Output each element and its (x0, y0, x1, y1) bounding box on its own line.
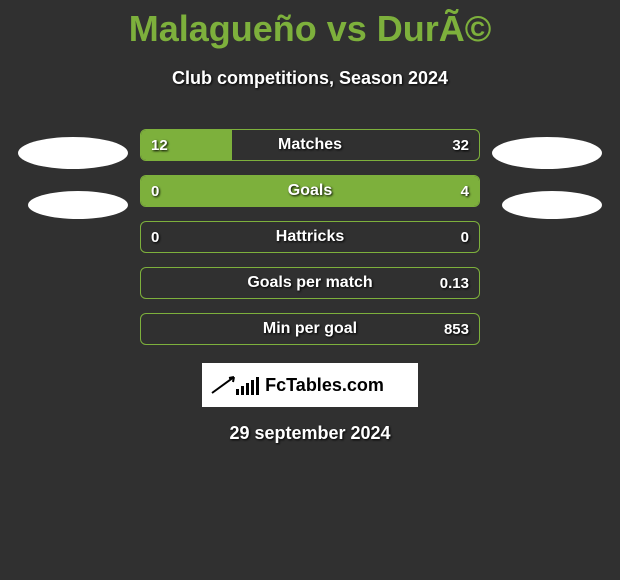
logo-chart-icon (236, 375, 259, 395)
date-text: 29 september 2024 (229, 423, 390, 444)
stat-bar: Goals per match 0.13 (140, 267, 480, 299)
avatar (492, 137, 602, 169)
logo-arrow-icon (210, 375, 236, 395)
stat-label: Goals per match (247, 274, 372, 292)
comparison-widget: Malagueño vs DurÃ© Club competitions, Se… (0, 0, 620, 444)
stat-value-left: 0 (151, 183, 159, 200)
stat-value-right: 4 (461, 183, 469, 200)
stat-value-left: 0 (151, 229, 159, 246)
stat-bars-column: 12 Matches 32 0 Goals 4 0 Hattricks 0 Goals per m… (140, 129, 480, 345)
stats-area: 12 Matches 32 0 Goals 4 0 Hattricks 0 Goals per m… (0, 129, 620, 345)
logo-bar-segment (241, 386, 244, 395)
avatar (28, 191, 128, 219)
stat-value-right: 0.13 (440, 275, 469, 292)
fctables-logo[interactable]: FcTables.com (202, 363, 418, 407)
stat-label: Goals (288, 182, 332, 200)
subtitle: Club competitions, Season 2024 (0, 68, 620, 89)
stat-value-right: 853 (444, 321, 469, 338)
stat-bar: 0 Goals 4 (140, 175, 480, 207)
footer-area: FcTables.com 29 september 2024 (0, 363, 620, 444)
stat-label: Hattricks (276, 228, 344, 246)
left-avatar-column (18, 129, 128, 219)
stat-bar: 12 Matches 32 (140, 129, 480, 161)
logo-bar-segment (256, 377, 259, 395)
stat-value-left: 12 (151, 137, 168, 154)
stat-bar: Min per goal 853 (140, 313, 480, 345)
stat-value-right: 32 (452, 137, 469, 154)
stat-bar: 0 Hattricks 0 (140, 221, 480, 253)
logo-bar-segment (246, 383, 249, 395)
right-avatar-column (492, 129, 602, 219)
stat-label: Min per goal (263, 320, 357, 338)
avatar (18, 137, 128, 169)
stat-label: Matches (278, 136, 342, 154)
page-title: Malagueño vs DurÃ© (0, 8, 620, 50)
logo-text: FcTables.com (265, 375, 384, 396)
logo-bar-segment (251, 380, 254, 395)
stat-value-right: 0 (461, 229, 469, 246)
logo-bar-segment (236, 389, 239, 395)
avatar (502, 191, 602, 219)
